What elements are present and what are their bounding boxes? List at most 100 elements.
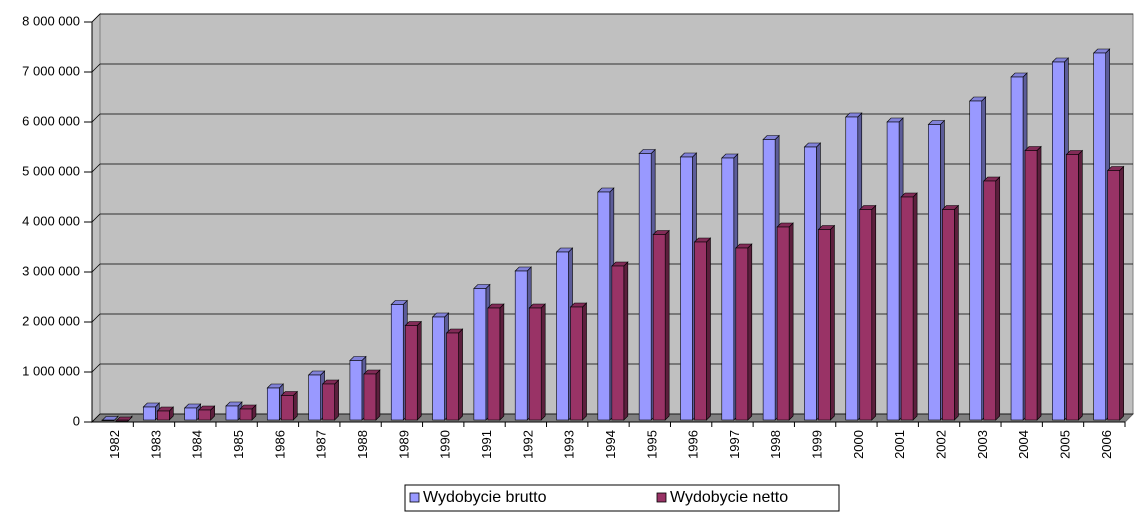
bar xyxy=(446,332,459,421)
grid-line-side xyxy=(91,313,101,323)
bar xyxy=(487,307,501,421)
bar xyxy=(157,410,170,421)
bar-side xyxy=(706,237,711,421)
x-tick-label: 2002 xyxy=(933,430,948,459)
bar-side xyxy=(830,224,835,421)
bar-side xyxy=(582,302,587,421)
grid-line-side xyxy=(91,263,101,273)
bar xyxy=(694,241,707,421)
y-tick-label: 3 000 000 xyxy=(22,263,80,278)
bar-side xyxy=(1036,145,1042,421)
bar xyxy=(1024,150,1038,421)
bar xyxy=(1010,76,1024,421)
bar-side xyxy=(747,243,753,421)
bar xyxy=(184,407,197,421)
bar xyxy=(1093,52,1106,421)
bar xyxy=(363,373,377,421)
bar xyxy=(1052,61,1065,421)
x-tick-label: 1992 xyxy=(520,430,535,459)
grid-line-side xyxy=(91,163,101,173)
bar xyxy=(928,124,941,421)
x-tick-label: 1991 xyxy=(479,430,494,459)
bar-side xyxy=(540,303,546,421)
x-tick-label: 2003 xyxy=(975,430,990,459)
bar xyxy=(308,374,321,421)
legend-label: Wydobycie netto xyxy=(670,489,788,506)
bar-side xyxy=(375,369,381,421)
x-tick-label: 1993 xyxy=(562,430,577,459)
y-tick-label: 5 000 000 xyxy=(22,163,80,178)
x-tick-label: 1983 xyxy=(148,430,163,459)
x-tick-label: 1994 xyxy=(603,430,618,459)
y-tick-label: 0 xyxy=(73,413,80,428)
x-tick-label: 1986 xyxy=(272,430,287,459)
x-tick-label: 1984 xyxy=(190,430,205,459)
bar-side xyxy=(788,222,794,421)
bar xyxy=(597,191,611,421)
bar xyxy=(1066,154,1079,421)
bar-side xyxy=(623,261,629,421)
bar xyxy=(900,196,914,421)
bar xyxy=(859,209,873,421)
grid-line-side xyxy=(91,13,101,23)
bar xyxy=(143,406,156,421)
bar xyxy=(239,408,253,421)
bar xyxy=(969,100,983,421)
bar xyxy=(514,270,528,421)
bar-side xyxy=(954,204,959,421)
bar xyxy=(983,180,997,421)
x-tick-label: 2000 xyxy=(851,430,866,459)
x-tick-label: 1998 xyxy=(768,430,783,459)
bar-side xyxy=(871,204,877,421)
bar xyxy=(735,247,749,421)
bar xyxy=(721,157,735,421)
grid-line-side xyxy=(91,363,101,373)
bar xyxy=(845,116,859,421)
bar xyxy=(390,304,404,421)
bar-side xyxy=(334,379,339,421)
grid-line-side xyxy=(91,113,101,123)
x-tick-label: 2005 xyxy=(1057,430,1072,459)
x-tick-label: 1985 xyxy=(231,430,246,459)
bar xyxy=(570,306,583,421)
grid-line-side xyxy=(91,413,101,423)
bar xyxy=(225,405,239,421)
bar xyxy=(101,419,115,421)
bar xyxy=(652,234,666,421)
bar xyxy=(115,419,129,422)
legend-swatch xyxy=(409,492,420,503)
x-tick-label: 1999 xyxy=(810,430,825,459)
y-tick-label: 1 000 000 xyxy=(22,363,80,378)
bar xyxy=(680,156,693,421)
x-tick-label: 1997 xyxy=(727,430,742,459)
bar-side xyxy=(664,229,670,421)
x-tick-label: 1982 xyxy=(107,430,122,459)
x-tick-label: 1990 xyxy=(438,430,453,459)
bar xyxy=(638,153,652,421)
x-tick-label: 1996 xyxy=(686,430,701,459)
y-tick-label: 6 000 000 xyxy=(22,113,80,128)
bar xyxy=(198,409,211,421)
bar xyxy=(762,139,776,421)
grid-line-side xyxy=(91,63,101,73)
bar xyxy=(266,387,280,421)
legend-label: Wydobycie brutto xyxy=(423,489,547,506)
bar-side xyxy=(995,176,1001,421)
bar xyxy=(942,209,955,421)
x-tick-label: 1995 xyxy=(644,430,659,459)
bar xyxy=(776,226,790,421)
y-tick-label: 7 000 000 xyxy=(22,63,80,78)
x-tick-label: 2004 xyxy=(1016,430,1031,459)
grid-line-side xyxy=(91,213,101,223)
bar-side xyxy=(912,192,918,421)
x-tick-label: 1988 xyxy=(355,430,370,459)
y-tick-label: 4 000 000 xyxy=(22,213,80,228)
bar xyxy=(804,146,817,421)
bar xyxy=(556,251,569,421)
bar-side xyxy=(1119,165,1124,421)
y-tick-label: 2 000 000 xyxy=(22,313,80,328)
bar-side xyxy=(1078,149,1083,421)
bar xyxy=(404,325,418,421)
bar xyxy=(322,383,335,421)
